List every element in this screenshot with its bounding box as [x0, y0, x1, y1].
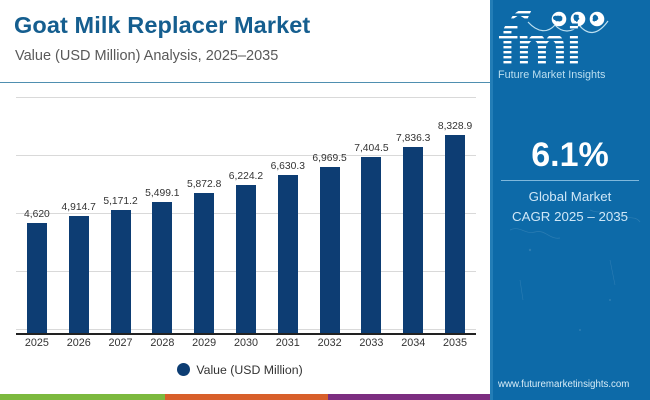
svg-text:Future Market Insights: Future Market Insights [498, 69, 606, 81]
